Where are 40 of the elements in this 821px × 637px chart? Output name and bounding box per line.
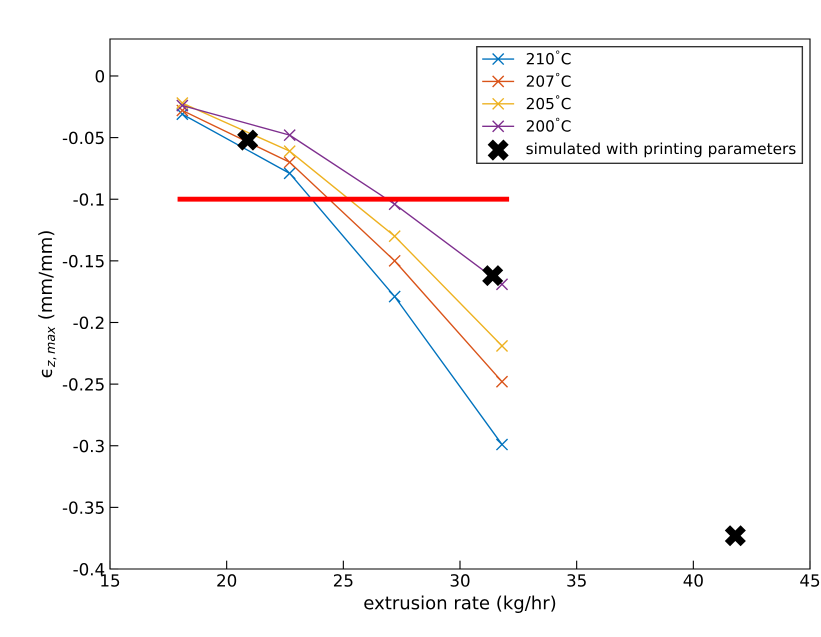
y-tick-label: -0.05 xyxy=(62,132,104,144)
y-tick-label: -0.25 xyxy=(62,378,104,391)
point xyxy=(176,96,189,110)
point xyxy=(388,254,401,268)
point xyxy=(388,230,401,242)
y-tick-label: -0.2 xyxy=(73,316,104,330)
point xyxy=(496,278,508,291)
point xyxy=(237,130,258,151)
x-tick-label: 45 xyxy=(800,574,820,587)
y-tick-label: -0.1 xyxy=(73,193,104,206)
x-tick-label: 25 xyxy=(334,574,352,587)
x-tick-label: 30 xyxy=(450,574,470,587)
point xyxy=(283,144,296,158)
point xyxy=(283,167,296,180)
x-tick-label: 40 xyxy=(684,574,703,587)
x-tick-label: 15 xyxy=(101,574,120,587)
y-tick-label: -0.3 xyxy=(73,440,104,452)
x-axis-title: extrusion rate (kg/hr) xyxy=(364,596,556,614)
legend-label: simulated with printing parameters xyxy=(526,142,796,158)
y-tick-label: -0.35 xyxy=(62,501,104,514)
point xyxy=(283,156,296,169)
point xyxy=(496,438,508,451)
legend-label: 205$^{°}$C xyxy=(526,95,571,110)
legend-label: 207$^{°}$C xyxy=(526,72,571,87)
point xyxy=(496,375,508,388)
y-axis-title: ϵ$_{z,max}$ (mm/mm) xyxy=(38,231,56,378)
point xyxy=(496,340,508,352)
y-tick-label: -0.15 xyxy=(62,254,104,268)
legend-label: 200$^{°}$C xyxy=(526,118,571,132)
point xyxy=(388,290,401,303)
legend-label: 210$^{°}$C xyxy=(526,50,571,64)
y-tick-label: -0.4 xyxy=(73,562,104,576)
point xyxy=(724,525,746,546)
point xyxy=(482,265,504,286)
x-tick-label: 35 xyxy=(567,574,586,587)
point xyxy=(176,108,189,120)
y-tick-label: 0 xyxy=(96,70,104,83)
point xyxy=(176,99,189,112)
x-tick-label: 20 xyxy=(217,574,236,587)
point xyxy=(283,128,296,142)
